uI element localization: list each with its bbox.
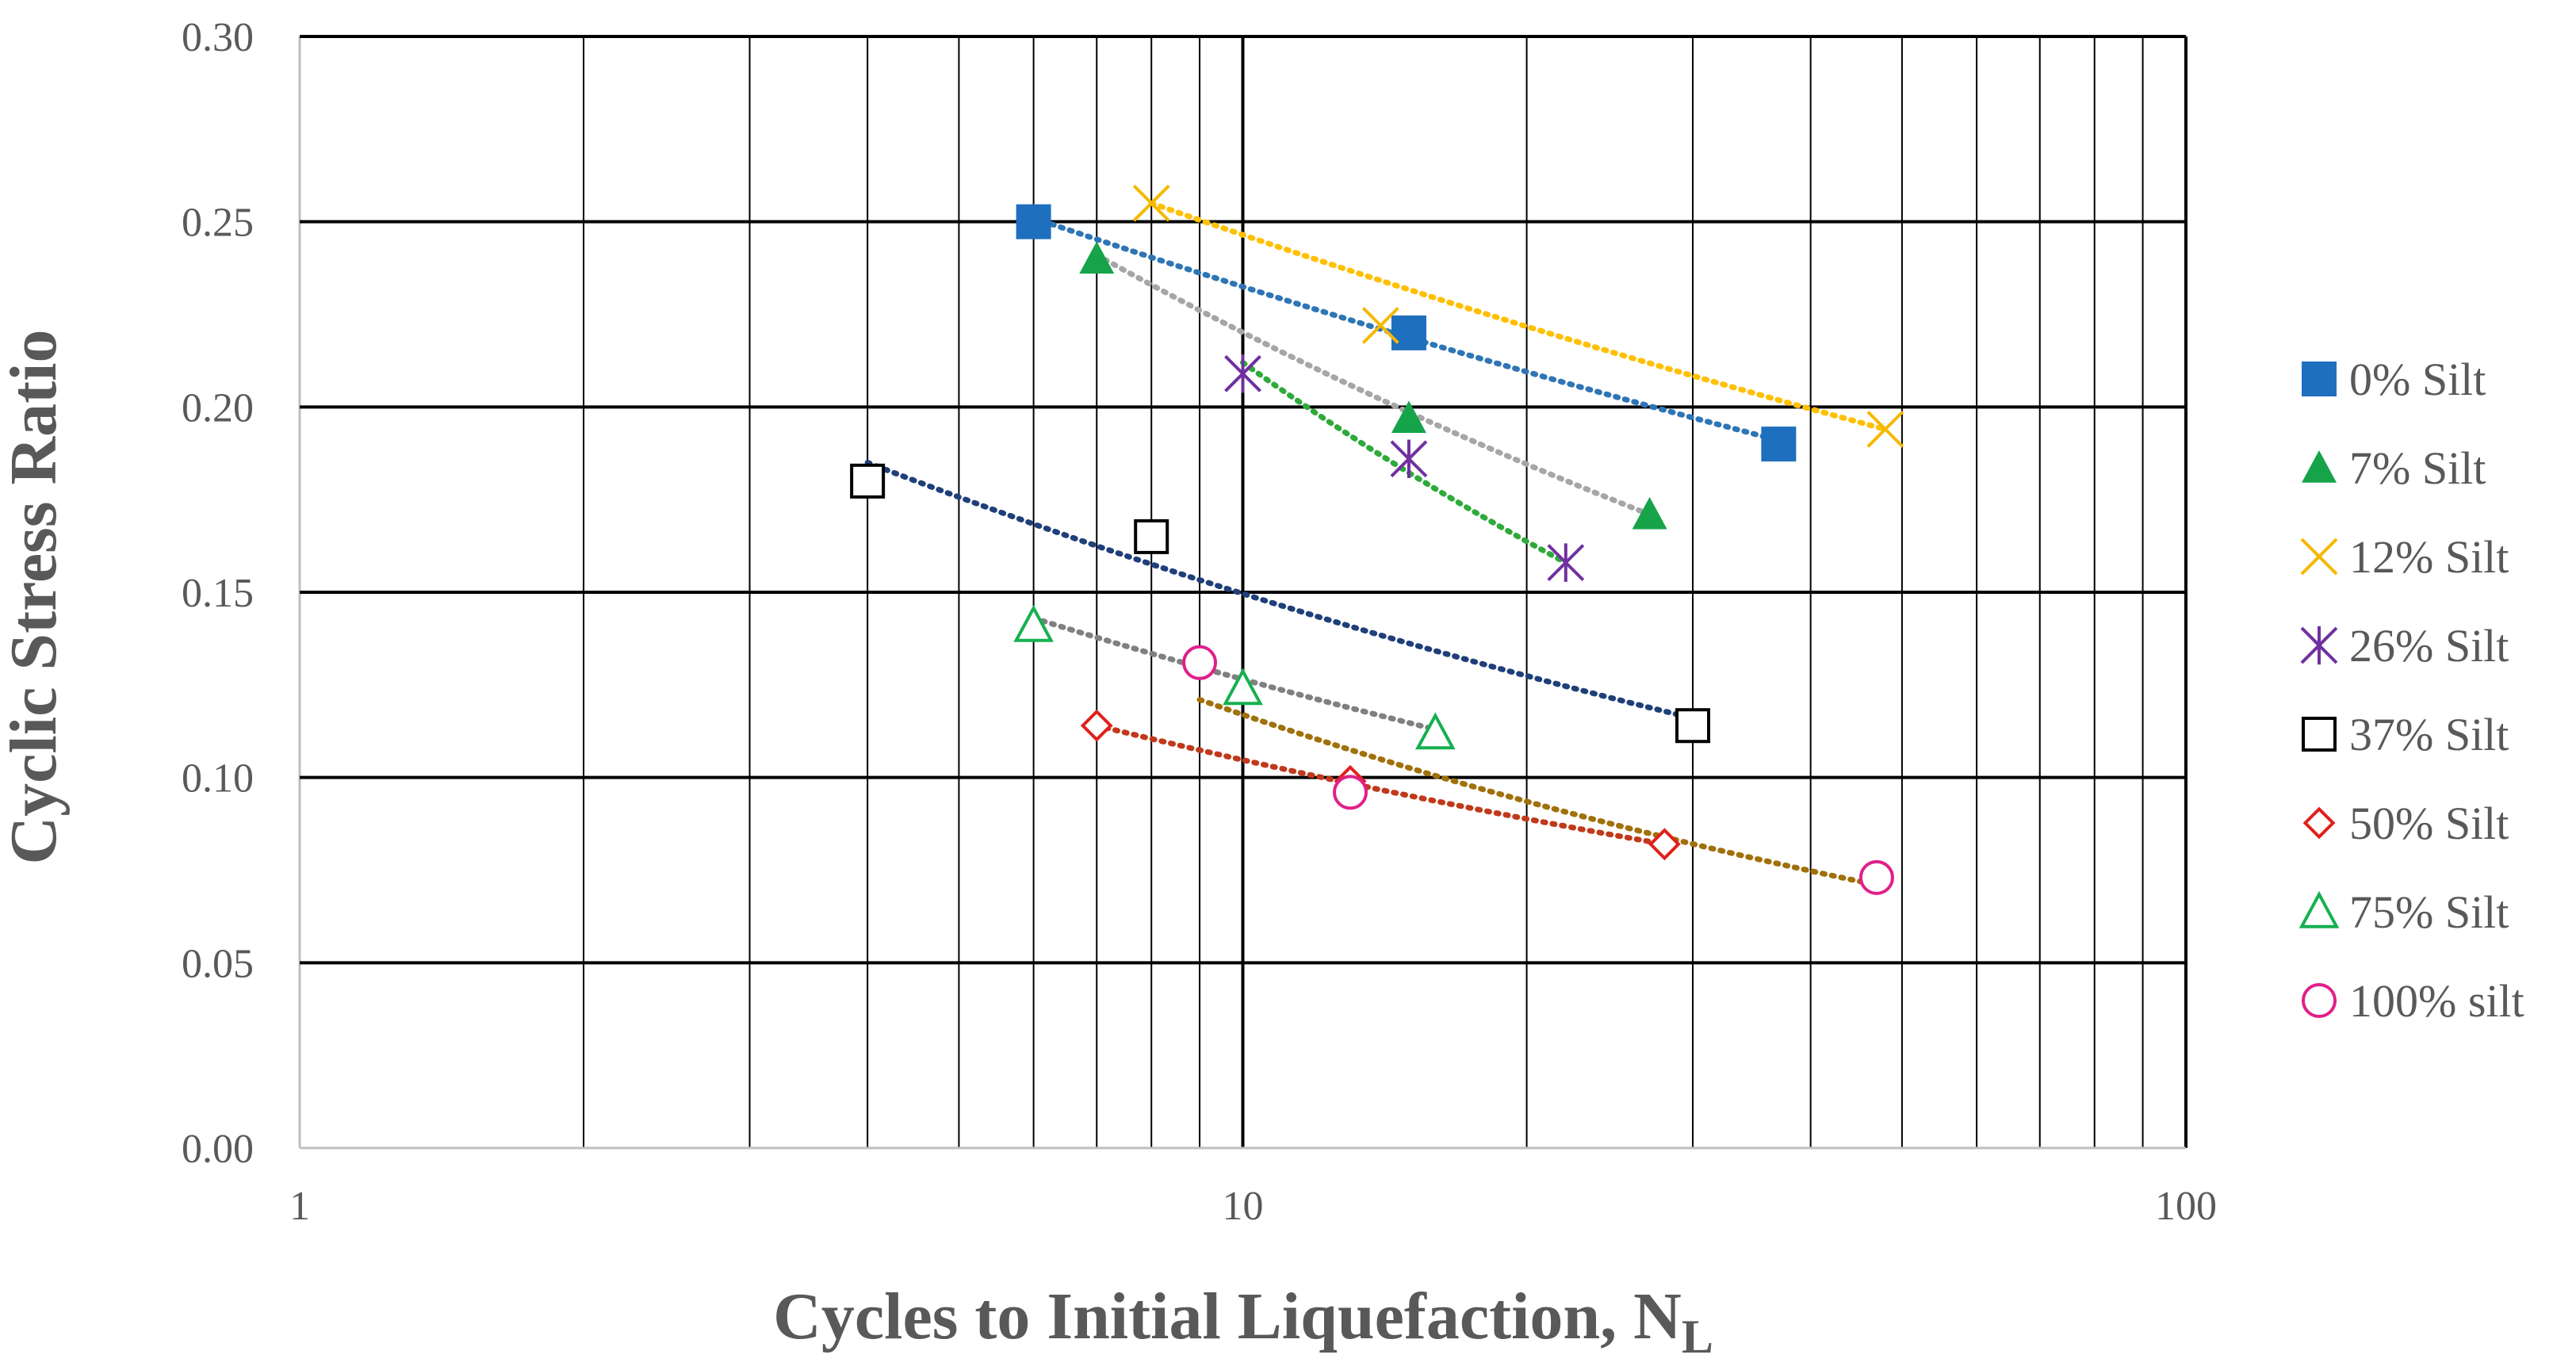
data-point bbox=[850, 463, 886, 499]
data-point bbox=[1361, 307, 1399, 344]
legend-label: 7% Silt bbox=[2349, 442, 2486, 494]
y-tick-label: 0.05 bbox=[182, 941, 254, 986]
data-point bbox=[1134, 519, 1169, 554]
trendline-series-2 bbox=[1093, 252, 1653, 518]
data-point bbox=[1648, 828, 1681, 861]
legend-label: 37% Silt bbox=[2349, 709, 2509, 760]
data-point bbox=[1858, 859, 1894, 895]
y-tick-label: 0.10 bbox=[182, 756, 254, 802]
data-point bbox=[1013, 604, 1054, 642]
x-axis-title-subscript: L bbox=[1682, 1311, 1713, 1363]
tick-labels: 0.00 0.05 0.10 0.15 0.20 0.25 0.30 1 10 100 bbox=[182, 15, 2217, 1229]
legend-label: 50% Silt bbox=[2349, 798, 2509, 849]
legend-marker bbox=[2302, 717, 2337, 752]
legend-label: 0% Silt bbox=[2349, 354, 2486, 405]
legend-item: 26% Silt bbox=[2300, 620, 2509, 672]
data-point bbox=[1223, 668, 1263, 706]
legend-item: 7% Silt bbox=[2302, 442, 2486, 494]
legend-item: 100% silt bbox=[2302, 975, 2524, 1027]
trendline-series-8 bbox=[1196, 697, 1880, 888]
data-point bbox=[1182, 645, 1218, 680]
data-point bbox=[1414, 712, 1456, 750]
data-point bbox=[1391, 400, 1426, 434]
y-axis-title: Cyclic Stress Ratio bbox=[0, 330, 71, 865]
y-tick-label: 0.20 bbox=[182, 385, 254, 431]
y-tick-label: 0.30 bbox=[182, 15, 254, 60]
trendline-series-5 bbox=[864, 459, 1696, 721]
legend-item: 50% Silt bbox=[2302, 798, 2509, 849]
data-markers bbox=[850, 184, 1904, 895]
data-point bbox=[1675, 708, 1711, 744]
data-point bbox=[1016, 204, 1051, 239]
legend-item: 0% Silt bbox=[2302, 354, 2486, 405]
legend-label: 26% Silt bbox=[2349, 620, 2509, 672]
data-point bbox=[1079, 241, 1115, 274]
data-point bbox=[1391, 315, 1426, 350]
legend-marker bbox=[2300, 626, 2338, 665]
y-tick-label: 0.00 bbox=[182, 1127, 254, 1172]
data-point bbox=[1866, 410, 1904, 448]
legend-label: 100% silt bbox=[2349, 975, 2524, 1027]
legend-item: 37% Silt bbox=[2302, 709, 2509, 760]
x-tick-label: 10 bbox=[1223, 1184, 1264, 1229]
grid bbox=[298, 35, 2187, 1150]
trendline-series-3 bbox=[1148, 200, 1889, 432]
data-point bbox=[1333, 775, 1368, 810]
data-point bbox=[1390, 439, 1428, 478]
legend-marker bbox=[2302, 362, 2337, 396]
y-tick-label: 0.15 bbox=[182, 571, 254, 616]
data-point bbox=[1132, 184, 1170, 222]
x-axis-title: Cycles to Initial Liquefaction, NL bbox=[773, 1280, 1713, 1363]
legend-marker bbox=[2298, 890, 2340, 928]
trendline-series-6 bbox=[1093, 722, 1667, 848]
legend-marker bbox=[2302, 450, 2337, 483]
data-point bbox=[1632, 496, 1667, 530]
data-point bbox=[1761, 427, 1797, 462]
legend-marker bbox=[2302, 806, 2336, 840]
legend-marker bbox=[2302, 983, 2337, 1018]
x-tick-label: 1 bbox=[289, 1184, 310, 1229]
y-tick-label: 0.25 bbox=[182, 201, 254, 246]
data-point bbox=[1547, 543, 1585, 582]
x-tick-label: 100 bbox=[2155, 1184, 2217, 1229]
legend-item: 12% Silt bbox=[2300, 531, 2509, 583]
trendline-series-4 bbox=[1240, 359, 1569, 566]
legend-label: 75% Silt bbox=[2349, 886, 2509, 938]
data-point bbox=[1224, 354, 1261, 393]
legend-marker bbox=[2300, 538, 2338, 576]
data-point bbox=[1080, 709, 1113, 742]
legend: 0% Silt 7% Silt 12% Silt 26% Silt 37% Silt 50… bbox=[2298, 354, 2524, 1027]
x-axis-title-main: Cycles to Initial Liquefaction, N bbox=[773, 1280, 1682, 1353]
trendline-series-7 bbox=[1031, 615, 1438, 733]
legend-label: 12% Silt bbox=[2349, 531, 2509, 583]
legend-item: 75% Silt bbox=[2298, 886, 2509, 938]
